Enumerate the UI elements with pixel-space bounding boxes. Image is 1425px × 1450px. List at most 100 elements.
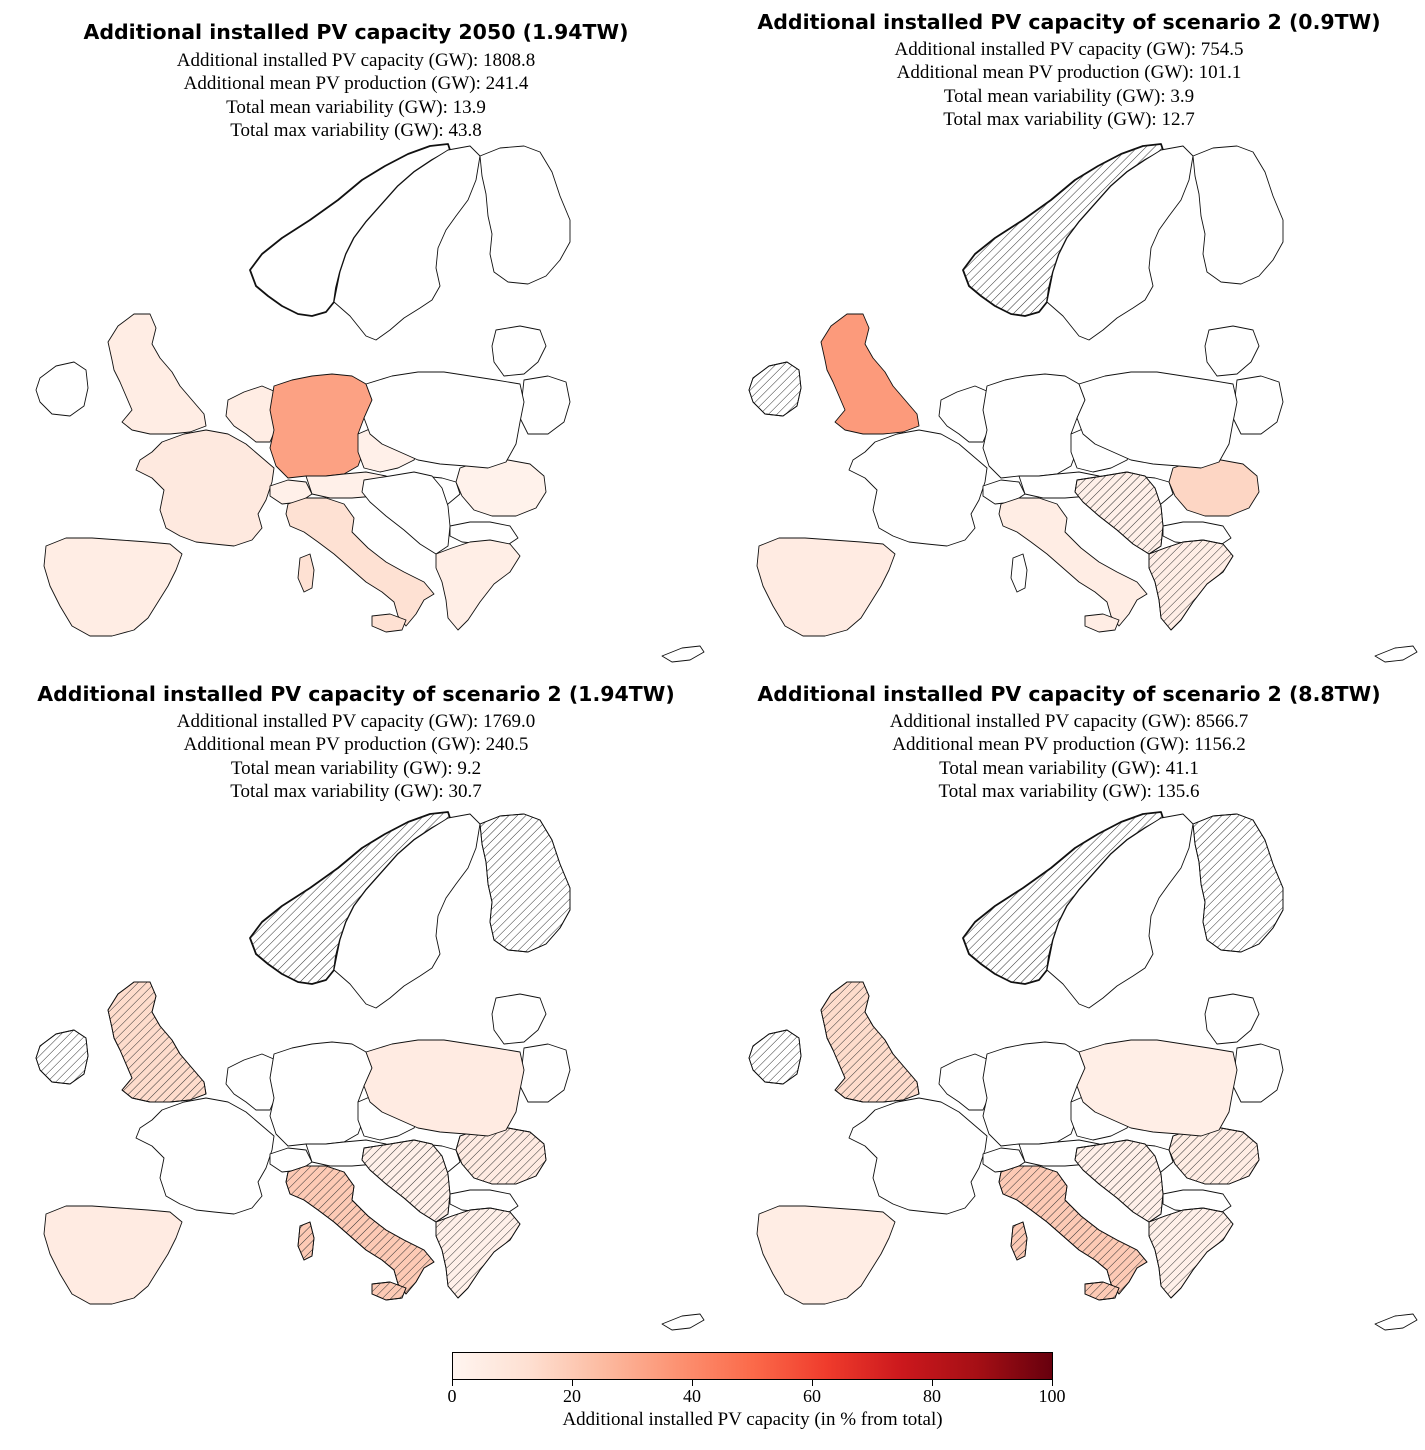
map-panel: Additional installed PV capacity of scen… bbox=[713, 668, 1425, 1333]
region-sardinia-hatch bbox=[297, 1221, 315, 1261]
map-panel: Additional installed PV capacity 2050 (1… bbox=[0, 0, 712, 665]
region-balkans-hatch bbox=[1074, 471, 1164, 555]
stat-mean-variability: Total mean variability (GW): 13.9 bbox=[226, 96, 486, 118]
region-finland bbox=[1192, 145, 1284, 285]
panel-stats: Additional installed PV capacity (GW): 7… bbox=[713, 38, 1425, 131]
region-cyprus bbox=[661, 645, 705, 663]
stat-max-variability: Total max variability (GW): 43.8 bbox=[230, 119, 482, 141]
europe-map bbox=[748, 811, 1418, 1331]
region-baltics bbox=[491, 325, 547, 377]
region-romania bbox=[1168, 459, 1260, 517]
region-sardinia-hatch bbox=[1010, 1221, 1028, 1261]
region-iberia bbox=[756, 537, 896, 637]
region-finland-hatch bbox=[1192, 813, 1284, 953]
region-france bbox=[848, 429, 988, 547]
region-italy-hatch bbox=[285, 1165, 435, 1295]
region-ireland-hatch bbox=[35, 1029, 89, 1085]
region-germany bbox=[269, 1041, 373, 1147]
stat-mean-variability: Total mean variability (GW): 3.9 bbox=[943, 85, 1195, 107]
region-baltics bbox=[1204, 325, 1260, 377]
stat-production: Additional mean PV production (GW): 241.… bbox=[183, 73, 529, 95]
panel-stats: Additional installed PV capacity (GW): 8… bbox=[713, 710, 1425, 803]
region-baltics bbox=[1204, 993, 1260, 1045]
region-ireland-hatch bbox=[748, 1029, 802, 1085]
region-uk bbox=[820, 313, 920, 435]
region-iberia bbox=[43, 537, 183, 637]
colorbar-tick-label: 80 bbox=[923, 1386, 941, 1406]
stat-capacity: Additional installed PV capacity (GW): 1… bbox=[176, 711, 536, 732]
region-cyprus bbox=[1374, 1313, 1418, 1331]
colorbar-tick-label: 40 bbox=[683, 1386, 701, 1406]
region-germany bbox=[982, 373, 1086, 479]
region-iberia bbox=[43, 1205, 183, 1305]
region-france bbox=[848, 1097, 988, 1215]
region-france bbox=[135, 1097, 275, 1215]
panel-stats: Additional installed PV capacity (GW): 1… bbox=[0, 49, 712, 142]
region-poland bbox=[363, 371, 525, 469]
region-poland bbox=[363, 1039, 525, 1137]
panel-title: Additional installed PV capacity 2050 (1… bbox=[83, 20, 629, 44]
region-balkans-hatch bbox=[361, 1139, 451, 1223]
region-iberia bbox=[756, 1205, 896, 1305]
region-ireland bbox=[35, 361, 89, 417]
region-sweden bbox=[1046, 145, 1194, 341]
region-italy-hatch bbox=[998, 1165, 1148, 1295]
map-panel: Additional installed PV capacity of scen… bbox=[713, 0, 1425, 665]
region-cyprus bbox=[661, 1313, 705, 1331]
region-finland bbox=[479, 145, 571, 285]
region-belarus bbox=[519, 1043, 571, 1103]
region-romania-hatch bbox=[1168, 1127, 1260, 1185]
colorbar-tick-label: 0 bbox=[447, 1386, 457, 1406]
stat-capacity: Additional installed PV capacity (GW): 1… bbox=[176, 50, 536, 71]
region-sweden bbox=[1046, 813, 1194, 1009]
stat-max-variability: Total max variability (GW): 135.6 bbox=[938, 780, 1200, 802]
region-belarus bbox=[519, 375, 571, 435]
region-romania-hatch bbox=[455, 1127, 547, 1185]
europe-map bbox=[35, 811, 705, 1331]
region-belarus bbox=[1232, 1043, 1284, 1103]
region-italy bbox=[998, 497, 1148, 627]
colorbar-tick-mark bbox=[812, 1380, 813, 1386]
europe-map bbox=[748, 143, 1418, 663]
region-bulgaria bbox=[1162, 521, 1232, 547]
colorbar-tick-label: 100 bbox=[1038, 1386, 1066, 1406]
colorbar-label: Additional installed PV capacity (in % f… bbox=[562, 1409, 943, 1430]
region-bulgaria bbox=[1162, 1189, 1232, 1215]
panel-title: Additional installed PV capacity of scen… bbox=[757, 682, 1381, 706]
region-italy bbox=[285, 497, 435, 627]
stat-mean-variability: Total mean variability (GW): 41.1 bbox=[939, 757, 1199, 779]
colorbar-tick-mark bbox=[572, 1380, 573, 1386]
region-sicily bbox=[1084, 613, 1120, 633]
region-sicily-hatch bbox=[1084, 1281, 1120, 1301]
colorbar-tick-mark bbox=[1052, 1380, 1053, 1386]
region-baltics bbox=[491, 993, 547, 1045]
region-bulgaria bbox=[449, 1189, 519, 1215]
stat-capacity: Additional installed PV capacity (GW): 7… bbox=[894, 39, 1244, 60]
region-poland bbox=[1076, 371, 1238, 469]
stat-max-variability: Total max variability (GW): 12.7 bbox=[943, 108, 1195, 130]
region-balkans bbox=[361, 471, 451, 555]
stat-production: Additional mean PV production (GW): 1156… bbox=[892, 734, 1246, 756]
region-romania bbox=[455, 459, 547, 517]
region-balkans-hatch bbox=[1074, 1139, 1164, 1223]
region-sicily-hatch bbox=[371, 1281, 407, 1301]
region-sicily bbox=[371, 613, 407, 633]
region-greece-hatch bbox=[435, 1207, 521, 1299]
region-greece-hatch bbox=[1148, 539, 1234, 631]
stat-max-variability: Total max variability (GW): 30.7 bbox=[230, 780, 482, 802]
stat-mean-variability: Total mean variability (GW): 9.2 bbox=[230, 757, 482, 779]
region-uk bbox=[107, 313, 207, 435]
region-uk-hatch bbox=[107, 981, 207, 1103]
stat-capacity: Additional installed PV capacity (GW): 8… bbox=[889, 711, 1249, 732]
region-germany bbox=[982, 1041, 1086, 1147]
colorbar-tick-label: 20 bbox=[563, 1386, 581, 1406]
colorbar-tick-mark bbox=[452, 1380, 453, 1386]
region-cyprus bbox=[1374, 645, 1418, 663]
map-panel: Additional installed PV capacity of scen… bbox=[0, 668, 712, 1333]
panel-title: Additional installed PV capacity of scen… bbox=[37, 682, 675, 706]
region-sardinia bbox=[297, 553, 315, 593]
region-sweden bbox=[333, 145, 481, 341]
colorbar-tick-mark bbox=[692, 1380, 693, 1386]
europe-map bbox=[35, 143, 705, 663]
colorbar-tick-label: 60 bbox=[803, 1386, 821, 1406]
